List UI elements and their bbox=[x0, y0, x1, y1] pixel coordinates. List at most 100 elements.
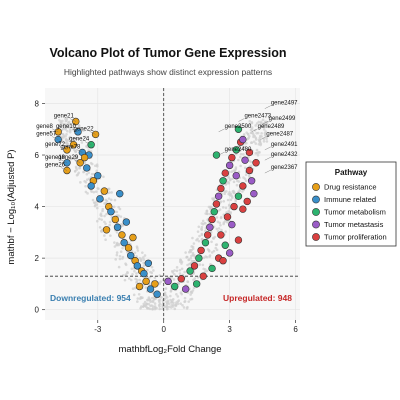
gene-label: gene72 bbox=[45, 142, 66, 148]
background-point bbox=[115, 243, 119, 247]
background-point bbox=[84, 190, 88, 194]
y-tick-label: 2 bbox=[35, 254, 40, 263]
background-point bbox=[252, 140, 256, 143]
gene-label-leader bbox=[262, 120, 269, 125]
pathway-point bbox=[94, 171, 102, 180]
pathway-point bbox=[102, 226, 111, 234]
pathway-point bbox=[140, 269, 148, 278]
pathway-point bbox=[96, 195, 104, 203]
background-point bbox=[215, 216, 219, 219]
background-point bbox=[245, 124, 249, 128]
background-point bbox=[133, 251, 137, 255]
background-point bbox=[242, 145, 245, 149]
pathway-points bbox=[54, 117, 260, 298]
gene-label-leader bbox=[74, 159, 81, 163]
background-point bbox=[210, 251, 214, 254]
background-point bbox=[197, 225, 201, 229]
background-point bbox=[131, 287, 135, 291]
background-point bbox=[90, 172, 94, 176]
background-point bbox=[196, 230, 200, 233]
gene-label: gene2499 bbox=[269, 116, 296, 122]
background-point bbox=[208, 212, 212, 216]
background-point bbox=[187, 300, 191, 303]
background-point bbox=[224, 206, 228, 210]
x-axis-label: mathbfLog₂Fold Change bbox=[119, 344, 222, 355]
background-point bbox=[126, 271, 129, 274]
pathway-point bbox=[100, 187, 109, 195]
y-tick-label: 4 bbox=[35, 203, 40, 212]
background-point bbox=[205, 269, 209, 273]
gene-label-leader bbox=[60, 159, 68, 163]
background-point bbox=[235, 183, 239, 187]
background-point bbox=[243, 177, 247, 181]
pathway-point bbox=[239, 135, 247, 144]
background-point bbox=[124, 273, 128, 276]
background-point bbox=[265, 140, 269, 143]
background-point bbox=[237, 158, 240, 162]
background-point bbox=[212, 249, 216, 253]
background-point bbox=[117, 265, 121, 269]
gene-label: gene2491 bbox=[271, 142, 298, 148]
background-point bbox=[163, 292, 167, 296]
background-point bbox=[73, 156, 77, 160]
background-point bbox=[130, 249, 134, 253]
gene-label: gene57 bbox=[36, 132, 57, 138]
x-tick-label: -3 bbox=[94, 325, 102, 334]
background-point bbox=[242, 153, 245, 156]
background-point bbox=[185, 256, 188, 259]
pathway-point bbox=[234, 236, 243, 244]
background-point bbox=[178, 268, 182, 272]
background-point bbox=[262, 137, 266, 141]
background-point bbox=[234, 166, 238, 169]
background-point bbox=[189, 293, 192, 296]
background-point bbox=[265, 137, 268, 140]
gene-label-leader bbox=[60, 167, 68, 171]
background-point bbox=[164, 287, 168, 290]
background-point bbox=[66, 138, 70, 142]
background-point bbox=[143, 300, 147, 304]
background-point bbox=[121, 246, 124, 250]
background-point bbox=[245, 141, 248, 145]
background-point bbox=[90, 190, 93, 193]
background-point bbox=[189, 256, 193, 260]
legend: Pathway Drug resistance Immune related Tum… bbox=[305, 161, 397, 247]
background-point bbox=[257, 142, 261, 146]
pathway-point bbox=[133, 262, 142, 270]
background-point bbox=[245, 131, 249, 134]
background-point bbox=[65, 132, 68, 136]
background-point bbox=[175, 269, 179, 273]
background-point bbox=[147, 306, 150, 310]
upregulated-count: Upregulated: 948 bbox=[223, 293, 292, 303]
background-point bbox=[131, 272, 134, 276]
background-point bbox=[192, 242, 196, 245]
pathway-point bbox=[245, 148, 254, 157]
background-point bbox=[100, 218, 104, 221]
background-point bbox=[123, 278, 127, 282]
background-point bbox=[119, 250, 123, 253]
background-point bbox=[77, 171, 81, 175]
background-point bbox=[130, 267, 134, 271]
gene-label: gene2497 bbox=[271, 101, 298, 107]
background-point bbox=[248, 159, 251, 163]
background-point bbox=[255, 131, 258, 135]
background-point bbox=[186, 280, 190, 284]
background-point bbox=[255, 148, 259, 152]
background-point bbox=[207, 205, 211, 209]
legend-title: Pathway bbox=[335, 168, 368, 177]
background-point bbox=[244, 173, 248, 177]
background-point bbox=[257, 138, 261, 142]
legend-swatch bbox=[312, 233, 320, 241]
background-point bbox=[118, 242, 121, 246]
legend-label: Tumor proliferation bbox=[324, 233, 387, 242]
pathway-point bbox=[190, 262, 199, 270]
background-point bbox=[135, 272, 138, 275]
background-point bbox=[170, 306, 173, 309]
background-point bbox=[103, 214, 106, 218]
background-point bbox=[79, 181, 82, 184]
background-point bbox=[75, 155, 79, 159]
pathway-point bbox=[80, 153, 89, 162]
background-point bbox=[165, 301, 169, 305]
background-point bbox=[210, 240, 213, 244]
background-point bbox=[144, 286, 148, 289]
gene-label: gene2489 bbox=[258, 124, 285, 130]
